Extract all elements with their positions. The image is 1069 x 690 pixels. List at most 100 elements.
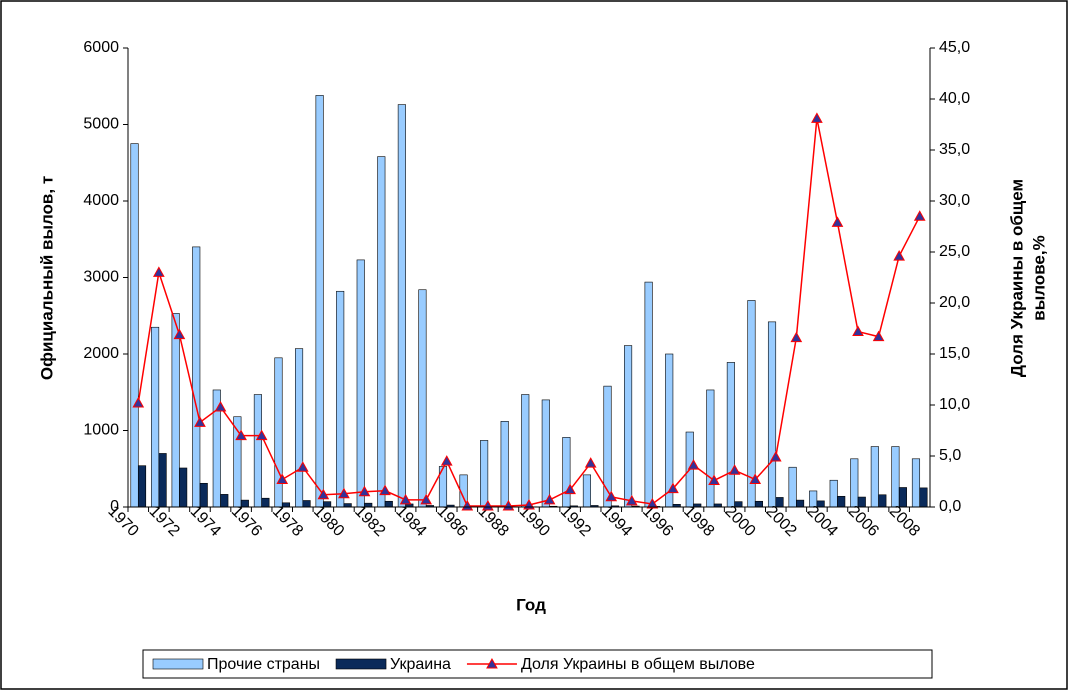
bar (179, 467, 188, 508)
marker (502, 499, 515, 511)
marker (749, 473, 762, 484)
bar (624, 345, 633, 508)
marker (728, 464, 741, 475)
marker (605, 490, 618, 502)
y2-tick-label: 20,0 (939, 294, 970, 311)
marker (769, 450, 782, 462)
bar (829, 479, 838, 508)
marker (872, 330, 885, 342)
y2-tick-label: 30,0 (939, 192, 970, 209)
marker (338, 487, 350, 499)
bar (480, 440, 489, 508)
y-tick-label: 5000 (83, 116, 119, 133)
bar (253, 394, 262, 508)
bar (521, 394, 530, 508)
legend-label: Украина (390, 656, 451, 673)
marker (399, 493, 412, 505)
bar (294, 348, 304, 508)
bar (151, 326, 160, 508)
marker (461, 499, 474, 511)
bar (665, 353, 674, 508)
y-axis-title: Официальный вылов, т (37, 176, 56, 380)
bar (644, 281, 653, 508)
marker (317, 488, 330, 500)
y-tick-label: 0 (110, 498, 119, 515)
bar (137, 465, 147, 508)
bar (837, 495, 846, 508)
marker (276, 473, 289, 484)
bar (796, 499, 805, 508)
y-tick-label: 6000 (83, 39, 119, 56)
bar (220, 494, 229, 508)
y2-axis-title: Доля Украины в общем (1007, 179, 1026, 377)
bar (384, 500, 393, 508)
legend-swatch (335, 658, 387, 670)
marker (255, 429, 268, 441)
y2-axis-title: вылове,% (1029, 235, 1048, 320)
bar (911, 458, 921, 508)
y-tick-label: 3000 (83, 269, 119, 286)
bar (171, 313, 180, 508)
legend-label: Доля Украины в общем вылове (521, 656, 755, 673)
bar (192, 246, 201, 508)
marker (811, 112, 823, 123)
bar (754, 500, 764, 508)
marker (235, 429, 247, 441)
y2-tick-label: 25,0 (939, 243, 970, 260)
y-tick-label: 2000 (83, 345, 119, 362)
bar (706, 389, 715, 508)
marker (152, 266, 165, 277)
bar (418, 289, 427, 508)
marker (584, 457, 597, 468)
x-axis-title: Год (516, 595, 546, 614)
marker (296, 461, 309, 472)
marker (852, 325, 864, 337)
marker (625, 494, 638, 506)
bar (343, 503, 352, 508)
marker (564, 483, 576, 495)
bar (541, 399, 550, 508)
marker (667, 482, 679, 494)
bar (603, 385, 612, 508)
bar (878, 494, 887, 508)
marker (214, 401, 227, 412)
marker (194, 416, 206, 427)
marker (358, 485, 371, 497)
y2-tick-label: 40,0 (939, 90, 970, 107)
y2-tick-label: 5,0 (939, 447, 961, 464)
marker (893, 250, 906, 261)
bar (891, 446, 900, 508)
marker (420, 493, 433, 505)
bar (582, 474, 591, 508)
bar (130, 143, 139, 508)
marker (708, 474, 720, 485)
marker (646, 497, 659, 509)
bar (500, 421, 509, 508)
marker (132, 396, 145, 408)
bar (788, 466, 797, 508)
bar (726, 362, 735, 508)
legend-box (142, 649, 933, 679)
y2-tick-label: 0,0 (939, 498, 961, 515)
marker (543, 493, 556, 505)
y2-tick-label: 45,0 (939, 39, 970, 56)
bar (336, 290, 345, 508)
bar (850, 458, 859, 508)
bar (158, 453, 167, 508)
marker (173, 328, 186, 340)
legend-swatch (152, 658, 204, 670)
bar (377, 156, 386, 508)
legend-marker (486, 657, 498, 669)
bar (315, 95, 324, 508)
y2-tick-label: 35,0 (939, 141, 970, 158)
marker (790, 331, 803, 343)
marker (831, 216, 844, 227)
y2-tick-label: 15,0 (939, 345, 970, 362)
marker (913, 210, 926, 221)
bar (302, 500, 311, 508)
bar (199, 482, 208, 508)
bar (562, 437, 571, 508)
marker (440, 455, 453, 466)
